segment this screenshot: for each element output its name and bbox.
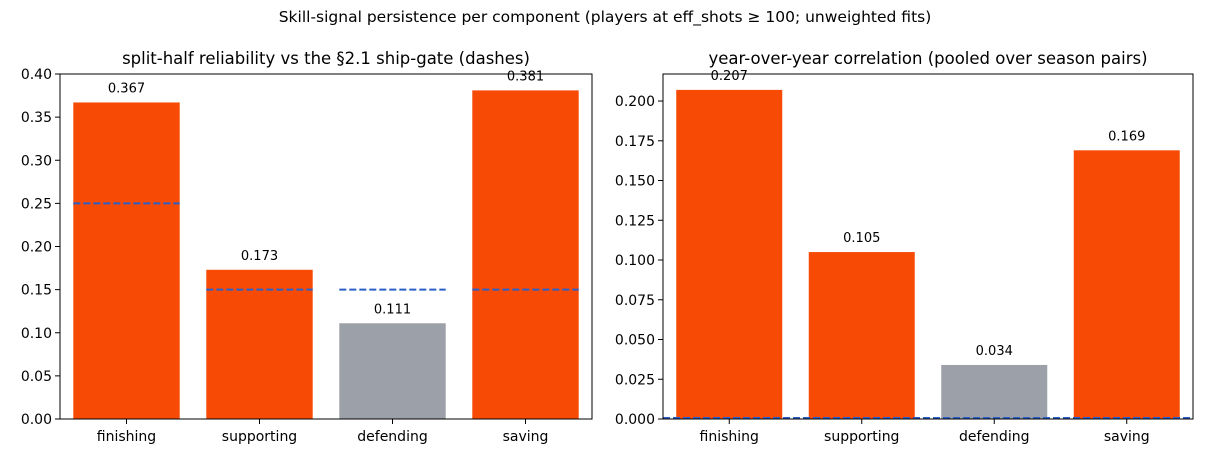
bar-supporting — [206, 269, 313, 419]
x-tick-label-saving: saving — [1104, 429, 1150, 445]
bar-finishing — [676, 89, 783, 419]
y-tick-label: 0.10 — [21, 326, 52, 342]
axes-frame — [662, 73, 1194, 420]
y-tick-label: 0.125 — [615, 213, 655, 229]
bar-defending — [941, 364, 1048, 419]
y-tick-label: 0.00 — [21, 412, 52, 428]
chart-split-half-reliability: 0.367 0.173 0.111 0.381 0.00 0.05 0.10 0.15 0.20… — [21, 49, 593, 445]
bar-defending — [339, 323, 446, 419]
x-tick-label-saving: saving — [503, 429, 549, 445]
y-tick-label: 0.050 — [615, 333, 655, 349]
y-tick-label: 0.05 — [21, 369, 52, 385]
x-tick-label-finishing: finishing — [700, 429, 759, 445]
data-label-supporting: 0.105 — [843, 231, 880, 246]
y-tick-label: 0.150 — [615, 174, 655, 190]
y-tick-label: 0.100 — [615, 253, 655, 269]
y-tick-label: 0.175 — [615, 134, 655, 150]
chart-title: split-half reliability vs the §2.1 ship-… — [122, 49, 530, 68]
y-tick-label: 0.30 — [21, 153, 52, 169]
data-label-defending: 0.034 — [976, 344, 1013, 359]
y-tick-label: 0.075 — [615, 293, 655, 309]
x-tick-label-defending: defending — [357, 429, 427, 445]
x-tick-label-supporting: supporting — [824, 429, 899, 445]
y-tick-label: 0.025 — [615, 372, 655, 388]
data-label-saving: 0.381 — [507, 69, 544, 84]
chart-year-over-year-correlation: 0.207 0.105 0.034 0.169 0.000 0.025 0.050 0.075… — [615, 49, 1194, 445]
y-tick-label: 0.000 — [615, 412, 655, 428]
y-tick-label: 0.40 — [21, 67, 52, 83]
chart-title: year-over-year correlation (pooled over … — [708, 49, 1147, 68]
y-tick-label: 0.25 — [21, 196, 52, 212]
y-tick-label: 0.20 — [21, 240, 52, 256]
y-tick-label: 0.200 — [615, 94, 655, 110]
bar-supporting — [808, 252, 915, 419]
bar-saving — [472, 90, 579, 419]
data-label-defending: 0.111 — [374, 302, 411, 317]
y-tick-label: 0.15 — [21, 283, 52, 299]
data-label-finishing: 0.367 — [108, 81, 145, 96]
figure-suptitle: Skill-signal persistence per component (… — [279, 8, 932, 27]
data-label-supporting: 0.173 — [241, 249, 278, 264]
bar-finishing — [73, 102, 180, 420]
data-label-saving: 0.169 — [1108, 129, 1145, 144]
x-tick-label-defending: defending — [959, 429, 1029, 445]
x-tick-label-finishing: finishing — [97, 429, 156, 445]
bar-saving — [1073, 150, 1180, 420]
data-label-finishing: 0.207 — [711, 69, 748, 84]
x-tick-label-supporting: supporting — [222, 429, 297, 445]
y-tick-label: 0.35 — [21, 110, 52, 126]
